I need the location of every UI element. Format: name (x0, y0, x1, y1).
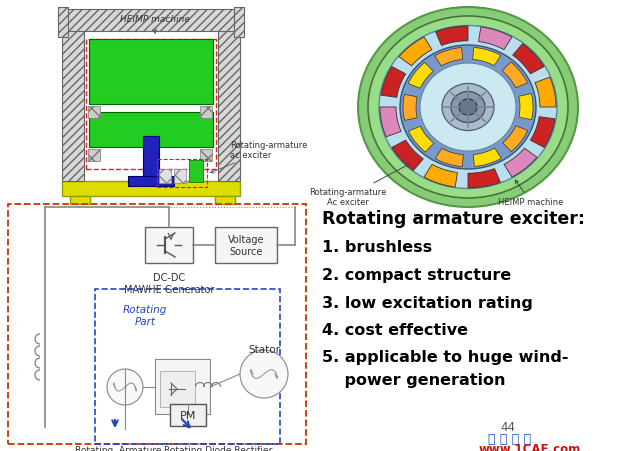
Circle shape (107, 369, 143, 405)
Polygon shape (380, 108, 401, 138)
Text: 2. compact structure: 2. compact structure (322, 267, 511, 282)
Ellipse shape (358, 8, 578, 207)
Polygon shape (479, 28, 512, 51)
Polygon shape (468, 169, 500, 189)
FancyBboxPatch shape (200, 107, 212, 119)
Polygon shape (392, 141, 423, 171)
Text: Rotating  Armature
AC Exciter: Rotating Armature AC Exciter (75, 445, 161, 451)
Polygon shape (502, 126, 528, 152)
FancyBboxPatch shape (88, 150, 100, 161)
Text: Rotating
Part: Rotating Part (123, 304, 167, 326)
Text: power generation: power generation (322, 372, 506, 387)
Polygon shape (518, 94, 533, 120)
Text: Rotating Diode Rectifier: Rotating Diode Rectifier (164, 445, 272, 451)
Ellipse shape (459, 100, 477, 116)
FancyBboxPatch shape (189, 161, 203, 183)
Ellipse shape (379, 27, 557, 189)
FancyBboxPatch shape (62, 10, 240, 32)
Text: HEIMP machine: HEIMP machine (120, 15, 190, 34)
FancyBboxPatch shape (145, 227, 193, 263)
Text: Voltage
Source: Voltage Source (228, 235, 264, 256)
Polygon shape (424, 165, 458, 188)
Polygon shape (513, 45, 544, 75)
Text: 5. applicable to huge wind-: 5. applicable to huge wind- (322, 349, 568, 364)
Text: Stator: Stator (248, 344, 280, 354)
Text: 44: 44 (500, 421, 515, 433)
Polygon shape (473, 149, 501, 167)
Text: DC-DC
MAWHE Generator: DC-DC MAWHE Generator (124, 272, 214, 294)
FancyBboxPatch shape (215, 227, 277, 263)
Polygon shape (399, 38, 432, 67)
Polygon shape (504, 149, 537, 178)
Ellipse shape (368, 17, 568, 198)
Text: PM: PM (180, 410, 196, 420)
FancyBboxPatch shape (62, 27, 84, 182)
Polygon shape (408, 63, 433, 89)
FancyBboxPatch shape (143, 137, 159, 182)
Circle shape (240, 350, 288, 398)
Text: Rotating-armature
ac exciter: Rotating-armature ac exciter (211, 140, 307, 174)
FancyBboxPatch shape (159, 170, 171, 184)
FancyBboxPatch shape (218, 27, 240, 182)
Polygon shape (436, 27, 468, 46)
Polygon shape (435, 48, 463, 67)
FancyBboxPatch shape (62, 182, 240, 197)
FancyBboxPatch shape (160, 371, 195, 407)
Text: www.1CAE.com: www.1CAE.com (479, 442, 581, 451)
Text: HEIMP machine: HEIMP machine (498, 181, 563, 207)
FancyBboxPatch shape (89, 40, 213, 105)
Text: 3. low excitation rating: 3. low excitation rating (322, 295, 533, 310)
Ellipse shape (420, 64, 516, 152)
FancyBboxPatch shape (215, 197, 235, 205)
Text: 1. brushless: 1. brushless (322, 239, 432, 254)
Polygon shape (531, 117, 555, 148)
Text: Rotating-armature
Ac exciter: Rotating-armature Ac exciter (309, 165, 410, 207)
FancyBboxPatch shape (234, 8, 244, 38)
Polygon shape (472, 48, 500, 67)
Ellipse shape (442, 84, 494, 131)
FancyBboxPatch shape (70, 197, 90, 205)
FancyBboxPatch shape (200, 150, 212, 161)
Polygon shape (381, 67, 406, 98)
Polygon shape (535, 78, 556, 108)
FancyBboxPatch shape (58, 8, 68, 38)
FancyBboxPatch shape (128, 177, 174, 187)
Text: 仿 真 在 线: 仿 真 在 线 (488, 433, 532, 446)
Polygon shape (502, 63, 527, 88)
Text: Rotating armature exciter:: Rotating armature exciter: (322, 210, 585, 227)
FancyBboxPatch shape (89, 113, 213, 147)
FancyBboxPatch shape (170, 404, 206, 426)
FancyBboxPatch shape (155, 359, 210, 414)
Polygon shape (403, 95, 417, 121)
Text: 4. cost effective: 4. cost effective (322, 322, 468, 337)
FancyBboxPatch shape (174, 170, 186, 184)
FancyBboxPatch shape (88, 107, 100, 119)
Polygon shape (408, 127, 434, 153)
Ellipse shape (400, 46, 536, 170)
Ellipse shape (451, 92, 485, 123)
Polygon shape (435, 149, 463, 167)
